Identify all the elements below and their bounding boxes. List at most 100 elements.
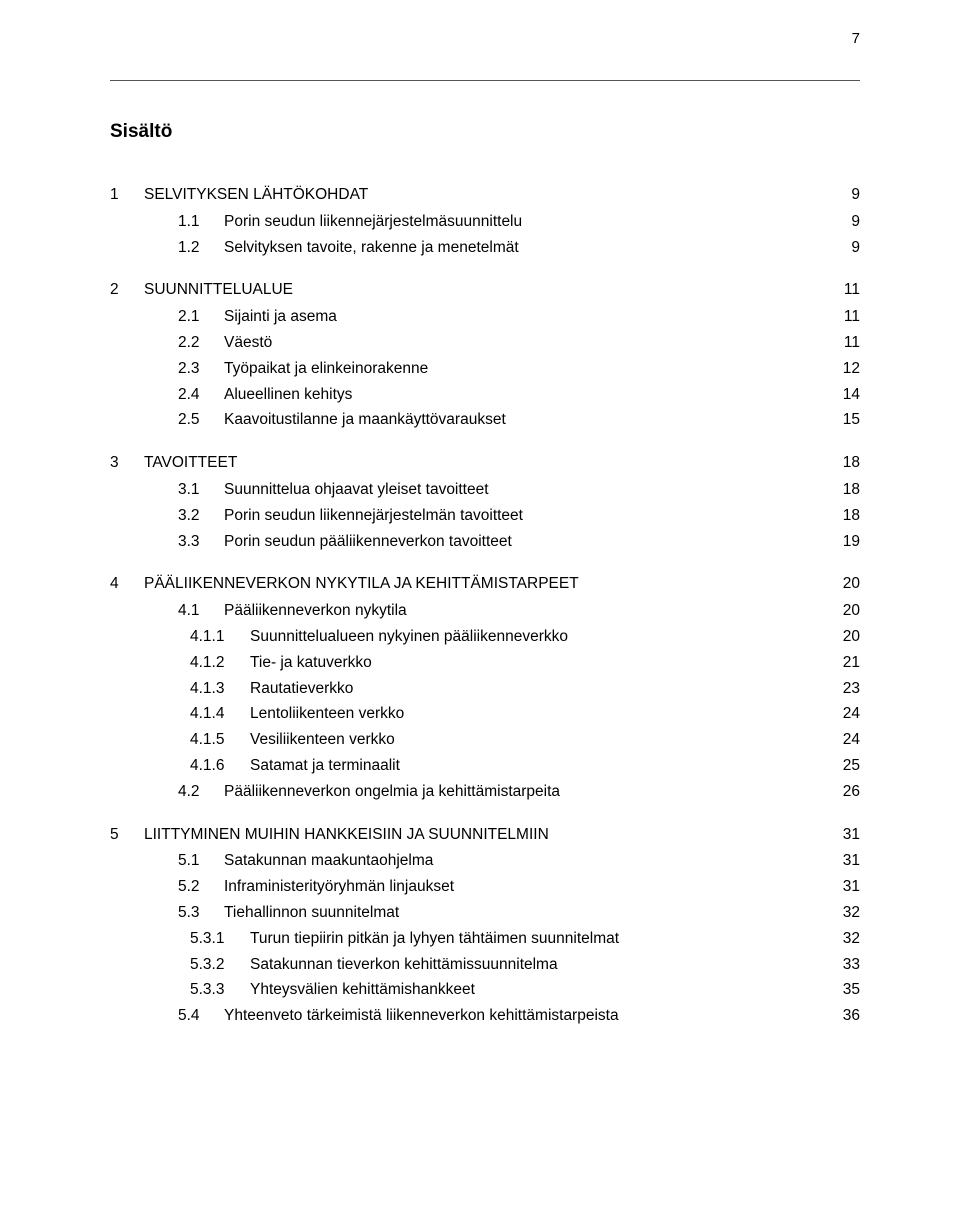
toc-entry-label: Sijainti ja asema <box>224 305 828 330</box>
toc-entry-label: Yhteenveto tärkeimistä liikenneverkon ke… <box>224 1004 828 1029</box>
toc-entry-number: 2.5 <box>110 408 224 433</box>
toc-entry-page: 36 <box>828 1004 860 1029</box>
toc-entry-page: 11 <box>828 278 860 303</box>
toc-entry-label: Pääliikenneverkon nykytila <box>224 599 828 624</box>
toc-entry-number: 5 <box>110 823 144 848</box>
toc-entry-label: Rautatieverkko <box>250 677 828 702</box>
toc-entry-number: 3.3 <box>110 530 224 555</box>
toc-entry-number: 5.3.1 <box>110 927 250 952</box>
toc-entry-page: 33 <box>828 953 860 978</box>
toc-entry-number: 4.1.4 <box>110 702 250 727</box>
toc-entry: 3.2Porin seudun liikennejärjestelmän tav… <box>110 504 860 529</box>
toc-entry-number: 4.1.5 <box>110 728 250 753</box>
toc-entry-number: 4.1.2 <box>110 651 250 676</box>
toc-entry: 5.4Yhteenveto tärkeimistä liikenneverkon… <box>110 1004 860 1029</box>
toc-entry-page: 21 <box>828 651 860 676</box>
toc-entry: 3TAVOITTEET18 <box>110 451 860 476</box>
toc-entry: 4.1.4Lentoliikenteen verkko24 <box>110 702 860 727</box>
toc-entry: 2.1Sijainti ja asema11 <box>110 305 860 330</box>
toc-entry-number: 3 <box>110 451 144 476</box>
page-number: 7 <box>852 30 860 47</box>
toc-entry: 2SUUNNITTELUALUE11 <box>110 278 860 303</box>
toc-entry: 3.1Suunnittelua ohjaavat yleiset tavoitt… <box>110 478 860 503</box>
toc-entry-page: 19 <box>828 530 860 555</box>
toc-entry-number: 1.1 <box>110 210 224 235</box>
toc-entry-number: 4.2 <box>110 780 224 805</box>
toc-entry-page: 15 <box>828 408 860 433</box>
toc-entry: 4PÄÄLIIKENNEVERKON NYKYTILA JA KEHITTÄMI… <box>110 572 860 597</box>
toc-entry-page: 24 <box>828 728 860 753</box>
table-of-contents: 1SELVITYKSEN LÄHTÖKOHDAT91.1Porin seudun… <box>110 183 860 1029</box>
toc-entry-number: 2.3 <box>110 357 224 382</box>
toc-entry-page: 35 <box>828 978 860 1003</box>
toc-entry-number: 5.3 <box>110 901 224 926</box>
toc-entry: 2.4Alueellinen kehitys14 <box>110 383 860 408</box>
toc-entry-number: 2.4 <box>110 383 224 408</box>
toc-entry-label: SUUNNITTELUALUE <box>144 278 828 303</box>
toc-entry-label: SELVITYKSEN LÄHTÖKOHDAT <box>144 183 828 208</box>
toc-entry: 1SELVITYKSEN LÄHTÖKOHDAT9 <box>110 183 860 208</box>
toc-entry-label: Yhteysvälien kehittämishankkeet <box>250 978 828 1003</box>
toc-entry-page: 31 <box>828 823 860 848</box>
toc-entry-number: 1 <box>110 183 144 208</box>
toc-entry-label: Suunnittelualueen nykyinen pääliikenneve… <box>250 625 828 650</box>
toc-entry: 4.1.3Rautatieverkko23 <box>110 677 860 702</box>
toc-entry-label: Satakunnan maakuntaohjelma <box>224 849 828 874</box>
toc-entry-label: Tiehallinnon suunnitelmat <box>224 901 828 926</box>
toc-entry: 4.1Pääliikenneverkon nykytila20 <box>110 599 860 624</box>
toc-entry-page: 24 <box>828 702 860 727</box>
toc-entry: 5.3.1Turun tiepiirin pitkän ja lyhyen tä… <box>110 927 860 952</box>
toc-entry-number: 1.2 <box>110 236 224 261</box>
toc-entry-label: Porin seudun liikennejärjestelmäsuunnitt… <box>224 210 828 235</box>
toc-entry-label: PÄÄLIIKENNEVERKON NYKYTILA JA KEHITTÄMIS… <box>144 572 828 597</box>
toc-entry-page: 18 <box>828 504 860 529</box>
toc-entry-number: 4.1.3 <box>110 677 250 702</box>
toc-entry: 4.1.2Tie- ja katuverkko21 <box>110 651 860 676</box>
toc-entry: 4.1.1Suunnittelualueen nykyinen pääliike… <box>110 625 860 650</box>
toc-entry-label: Alueellinen kehitys <box>224 383 828 408</box>
toc-entry: 2.3Työpaikat ja elinkeinorakenne12 <box>110 357 860 382</box>
toc-entry-label: Selvityksen tavoite, rakenne ja menetelm… <box>224 236 828 261</box>
toc-entry: 1.1Porin seudun liikennejärjestelmäsuunn… <box>110 210 860 235</box>
toc-entry-number: 4.1.6 <box>110 754 250 779</box>
toc-entry-number: 2 <box>110 278 144 303</box>
toc-entry-number: 3.2 <box>110 504 224 529</box>
toc-entry: 4.2Pääliikenneverkon ongelmia ja kehittä… <box>110 780 860 805</box>
toc-entry-page: 11 <box>828 331 860 356</box>
toc-entry-label: Tie- ja katuverkko <box>250 651 828 676</box>
toc-entry-page: 25 <box>828 754 860 779</box>
toc-entry: 5.1Satakunnan maakuntaohjelma31 <box>110 849 860 874</box>
toc-entry-label: Infraministerityöryhmän linjaukset <box>224 875 828 900</box>
toc-entry: 5.3Tiehallinnon suunnitelmat32 <box>110 901 860 926</box>
toc-entry-page: 32 <box>828 901 860 926</box>
toc-entry-label: Turun tiepiirin pitkän ja lyhyen tähtäim… <box>250 927 828 952</box>
toc-entry-page: 9 <box>828 236 860 261</box>
toc-entry-number: 3.1 <box>110 478 224 503</box>
toc-entry-label: Porin seudun pääliikenneverkon tavoittee… <box>224 530 828 555</box>
toc-entry-number: 5.4 <box>110 1004 224 1029</box>
toc-entry: 5.2Infraministerityöryhmän linjaukset31 <box>110 875 860 900</box>
toc-entry-label: Satamat ja terminaalit <box>250 754 828 779</box>
toc-entry-page: 18 <box>828 478 860 503</box>
toc-entry-label: LIITTYMINEN MUIHIN HANKKEISIIN JA SUUNNI… <box>144 823 828 848</box>
toc-entry-page: 18 <box>828 451 860 476</box>
toc-entry-number: 4.1 <box>110 599 224 624</box>
toc-entry-label: Vesiliikenteen verkko <box>250 728 828 753</box>
toc-entry-label: Työpaikat ja elinkeinorakenne <box>224 357 828 382</box>
toc-entry-number: 5.2 <box>110 875 224 900</box>
toc-entry-label: Porin seudun liikennejärjestelmän tavoit… <box>224 504 828 529</box>
toc-entry-label: Väestö <box>224 331 828 356</box>
toc-entry: 2.5Kaavoitustilanne ja maankäyttövarauks… <box>110 408 860 433</box>
toc-entry-label: Kaavoitustilanne ja maankäyttövaraukset <box>224 408 828 433</box>
toc-title: Sisältö <box>110 121 860 143</box>
toc-entry-number: 2.2 <box>110 331 224 356</box>
toc-entry-number: 4 <box>110 572 144 597</box>
toc-entry-page: 23 <box>828 677 860 702</box>
toc-entry-number: 2.1 <box>110 305 224 330</box>
toc-entry: 3.3Porin seudun pääliikenneverkon tavoit… <box>110 530 860 555</box>
toc-entry: 5LIITTYMINEN MUIHIN HANKKEISIIN JA SUUNN… <box>110 823 860 848</box>
toc-entry-page: 9 <box>828 183 860 208</box>
toc-entry: 4.1.5Vesiliikenteen verkko24 <box>110 728 860 753</box>
toc-entry-page: 31 <box>828 875 860 900</box>
toc-entry: 4.1.6Satamat ja terminaalit25 <box>110 754 860 779</box>
